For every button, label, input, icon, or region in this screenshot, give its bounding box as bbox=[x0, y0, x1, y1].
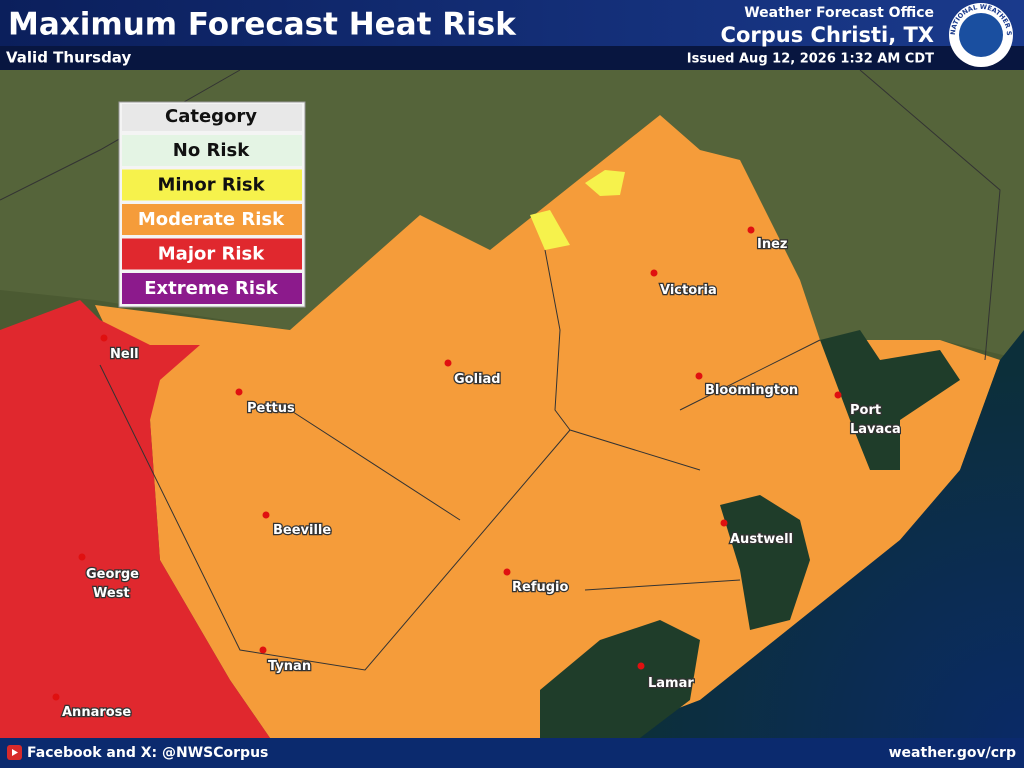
cities: Nell Pettus Goliad Victoria Inez Bloomington P… bbox=[52, 226, 902, 721]
city-dot bbox=[695, 372, 703, 380]
county-line bbox=[0, 69, 241, 201]
county-line bbox=[679, 339, 821, 411]
legend-label: No Risk bbox=[173, 140, 250, 161]
city-label: Nell bbox=[110, 347, 139, 362]
city-dot bbox=[720, 519, 728, 527]
major-risk-area bbox=[0, 300, 270, 738]
legend-title: Category bbox=[165, 106, 257, 127]
city-label: Goliad bbox=[454, 372, 501, 387]
social-link[interactable]: Facebook and X: @NWSCorpus bbox=[27, 745, 268, 761]
city-dot bbox=[100, 334, 108, 342]
county-lines bbox=[0, 69, 1001, 671]
title: Maximum Forecast Heat Risk bbox=[8, 7, 517, 43]
city-label: Austwell bbox=[730, 532, 793, 547]
bay bbox=[540, 620, 700, 738]
legend-label: Extreme Risk bbox=[144, 278, 279, 299]
legend-header bbox=[122, 104, 302, 131]
city-label: Refugio bbox=[512, 580, 568, 595]
city-label: Annarose bbox=[62, 705, 131, 720]
city-dot bbox=[834, 391, 842, 399]
city-dot bbox=[78, 553, 86, 561]
city-label: Bloomington bbox=[705, 383, 798, 398]
city-dot bbox=[637, 662, 645, 670]
city-dot bbox=[235, 388, 243, 396]
city-dot bbox=[503, 568, 511, 576]
legend: Category No Risk Minor Risk Moderate Risk M… bbox=[118, 101, 306, 308]
city-dot bbox=[747, 226, 755, 234]
footer-bar bbox=[0, 738, 1024, 768]
city-dot bbox=[52, 693, 60, 701]
city-label: Lamar bbox=[648, 676, 694, 691]
bay bbox=[720, 495, 810, 630]
city-label: Victoria bbox=[660, 283, 717, 298]
legend-swatch bbox=[122, 169, 302, 201]
city-label: George West bbox=[86, 567, 143, 601]
legend-swatch bbox=[122, 238, 302, 270]
subtitle: Valid Thursday bbox=[6, 49, 131, 67]
city-label: Tynan bbox=[268, 659, 311, 674]
city-label: Beeville bbox=[273, 523, 331, 538]
header-bar bbox=[0, 0, 1024, 48]
website-link[interactable]: weather.gov/crp bbox=[889, 745, 1016, 761]
office-label: Weather Forecast Office bbox=[744, 5, 934, 21]
city-dot bbox=[444, 359, 452, 367]
office-name: Corpus Christi, TX bbox=[721, 23, 934, 47]
legend-label: Minor Risk bbox=[157, 175, 265, 196]
legend-label: Major Risk bbox=[158, 244, 265, 265]
county-line bbox=[544, 249, 571, 431]
county-line bbox=[289, 409, 461, 521]
legend-swatch bbox=[122, 204, 302, 235]
bay bbox=[820, 330, 960, 470]
social-icon-play bbox=[12, 749, 18, 756]
legend-swatch bbox=[122, 135, 302, 166]
gulf bbox=[600, 330, 1024, 738]
city-label: Inez bbox=[757, 237, 787, 252]
legend-label: Moderate Risk bbox=[138, 209, 285, 230]
city-label: Pettus bbox=[247, 401, 295, 416]
city-dot bbox=[259, 646, 267, 654]
city-dot bbox=[650, 269, 658, 277]
legend-swatch bbox=[122, 273, 302, 304]
city-label: Port Lavaca bbox=[850, 403, 901, 437]
county-line bbox=[99, 364, 701, 671]
county-line bbox=[859, 69, 1001, 361]
minor-risk-area bbox=[585, 170, 625, 196]
logo-inner bbox=[959, 13, 1003, 57]
county-line bbox=[584, 579, 741, 591]
subheader-bar bbox=[0, 46, 1024, 70]
minor-risk-area bbox=[530, 210, 570, 250]
city-dot bbox=[262, 511, 270, 519]
issued-time: Issued Aug 12, 2026 1:32 AM CDT bbox=[687, 52, 934, 67]
